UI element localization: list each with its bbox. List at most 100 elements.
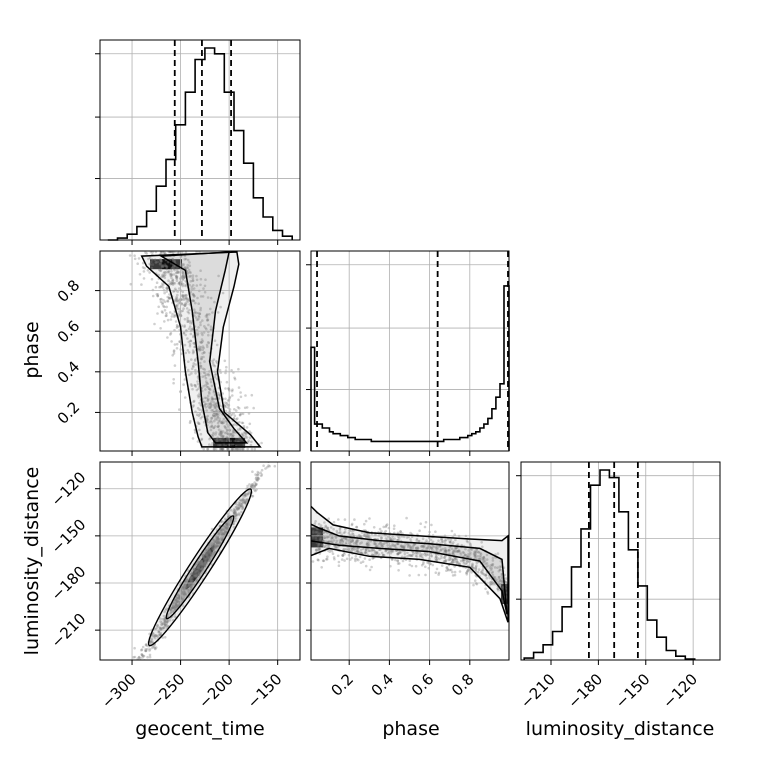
scatter-point [239, 504, 242, 508]
scatter-point [138, 273, 142, 276]
scatter-point [166, 300, 170, 303]
scatter-point [479, 552, 483, 556]
scatter-point [181, 290, 185, 294]
scatter-point [197, 567, 200, 570]
panel-frame [520, 461, 721, 661]
scatter-point [200, 438, 203, 442]
scatter-point [203, 368, 206, 371]
scatter-point [203, 552, 207, 555]
scatter-point [191, 279, 194, 283]
scatter-point [435, 558, 439, 562]
scatter-point [203, 284, 207, 288]
scatter-point [226, 526, 229, 530]
scatter-point [198, 349, 201, 352]
scatter-point [422, 560, 425, 564]
scatter-point [173, 598, 177, 602]
scatter-point [209, 328, 213, 332]
scatter-point [213, 406, 217, 410]
scatter-point [190, 358, 193, 361]
scatter-point [154, 285, 158, 289]
scatter-point [191, 292, 195, 296]
scatter-point [245, 493, 248, 496]
scatter-point [350, 529, 353, 533]
scatter-point [209, 552, 213, 556]
scatter-point [236, 503, 239, 507]
scatter-point [268, 459, 271, 462]
scatter-point [216, 544, 220, 548]
scatter-point [196, 333, 199, 337]
scatter-point [203, 371, 206, 375]
scatter-point [174, 320, 178, 323]
scatter-point [192, 365, 195, 369]
scatter-point [390, 558, 394, 561]
scatter-point [222, 434, 225, 438]
scatter-point [199, 308, 202, 312]
scatter-point [198, 347, 202, 351]
scatter-point [187, 579, 190, 582]
scatter-point [225, 431, 228, 434]
scatter-point [198, 251, 201, 254]
scatter-point [221, 537, 225, 540]
scatter-point [496, 587, 499, 591]
scatter-point [201, 333, 204, 337]
scatter-point [156, 294, 159, 298]
scatter-point [231, 434, 234, 438]
scatter-point [452, 549, 455, 553]
scatter-point [217, 393, 221, 397]
scatter-point [355, 542, 358, 546]
scatter-point [414, 546, 418, 550]
scatter-point [491, 564, 494, 567]
scatter-point [149, 641, 153, 644]
scatter-point [250, 484, 253, 487]
scatter-point [224, 409, 228, 413]
scatter-point [211, 544, 214, 548]
scatter-point [213, 300, 216, 304]
scatter-point [267, 464, 270, 467]
scatter-point [206, 318, 210, 322]
scatter-point [363, 557, 367, 560]
scatter-point [205, 373, 208, 377]
scatter-point [363, 522, 366, 526]
scatter-point [449, 538, 453, 542]
scatter-point [162, 626, 165, 630]
scatter-point [249, 443, 253, 447]
scatter-point [271, 458, 274, 461]
scatter-point [204, 278, 207, 282]
scatter-point [212, 414, 216, 418]
scatter-point [229, 517, 233, 521]
scatter-point [210, 544, 214, 548]
scatter-point [458, 562, 461, 565]
scatter-point [166, 299, 169, 303]
scatter-point [199, 277, 203, 281]
scatter-point [172, 378, 175, 381]
scatter-point [195, 569, 199, 573]
scatter-point [211, 414, 215, 418]
scatter-point [206, 558, 209, 562]
y-axis-label-luminosity-distance: luminosity_distance [21, 467, 43, 656]
scatter-point [256, 478, 260, 482]
scatter-point [200, 562, 204, 566]
grid-layer [100, 40, 720, 660]
scatter-point [176, 597, 180, 600]
scatter-point [334, 541, 338, 545]
scatter-point [205, 327, 208, 331]
scatter-point [203, 561, 207, 564]
scatter-point [311, 536, 315, 539]
scatter-point [214, 546, 218, 549]
scatter-point [141, 261, 145, 265]
scatter-point [485, 576, 489, 580]
scatter-point [156, 294, 160, 298]
scatter-point [225, 526, 228, 530]
scatter-point [169, 608, 173, 612]
scatter-point [486, 590, 489, 594]
scatter-point [452, 541, 455, 544]
scatter-point [366, 547, 370, 551]
scatter-point [182, 271, 185, 275]
scatter-point [209, 550, 213, 554]
scatter-point [191, 580, 195, 583]
scatter-point [171, 610, 174, 613]
scatter-point [472, 583, 475, 587]
scatter-point [186, 266, 190, 270]
scatter-point [171, 281, 175, 285]
scatter-point [172, 259, 176, 263]
